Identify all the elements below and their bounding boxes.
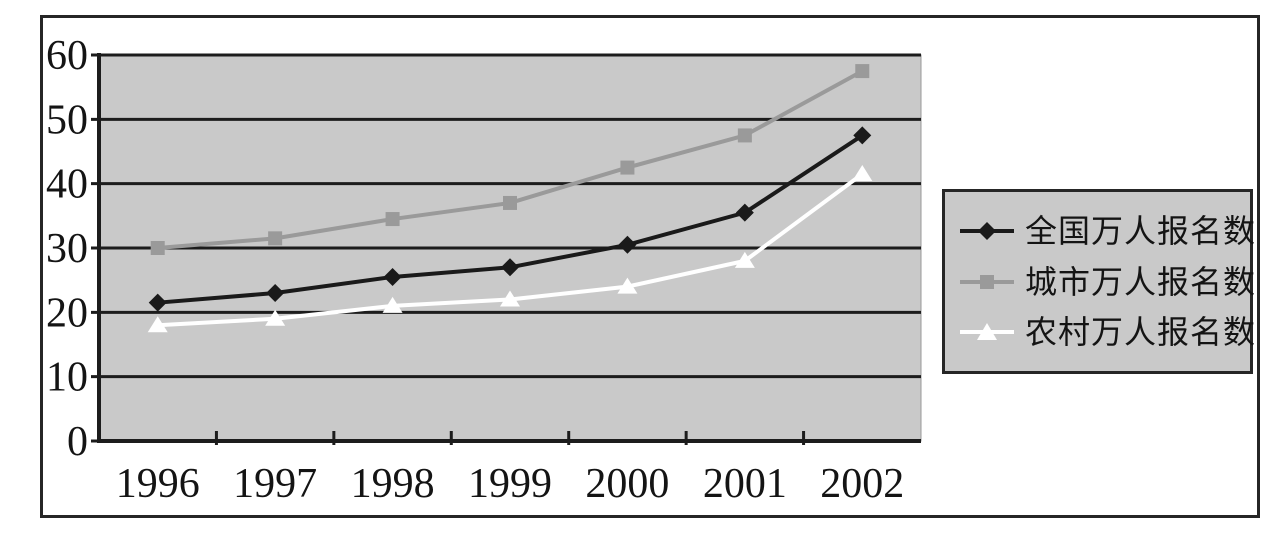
x-axis-label-1999: 1999	[468, 461, 552, 507]
series-1-point-1997	[268, 231, 283, 246]
x-axis-label-1996: 1996	[116, 461, 200, 507]
y-axis-label-40: 40	[46, 162, 88, 208]
series-1-point-1999	[503, 195, 517, 210]
x-axis-label-1998: 1998	[351, 461, 435, 507]
series-1-point-2001	[737, 128, 752, 143]
series-0-point-1997	[266, 284, 285, 303]
x-axis-label-2000: 2000	[585, 461, 669, 507]
legend-item-urban: 城市万人报名数	[945, 266, 1255, 298]
series-2-point-2001	[734, 251, 755, 268]
series-2-point-1998	[382, 296, 403, 313]
y-axis-label-10: 10	[46, 355, 88, 401]
series-0-point-1996	[148, 293, 167, 312]
series-1-point-1996	[150, 241, 165, 255]
y-axis-label-30: 30	[46, 226, 88, 272]
y-axis-label-50: 50	[46, 97, 88, 143]
series-2-point-1999	[500, 290, 520, 307]
legend-item-national: 全国万人报名数	[945, 215, 1255, 247]
chart-legend: 全国万人报名数 城市万人报名数 农村万人报名数	[942, 189, 1255, 374]
y-axis-label-0: 0	[67, 419, 88, 465]
series-0-point-2002	[853, 126, 872, 145]
diamond-marker-icon	[960, 221, 1014, 240]
series-0-point-1998	[383, 267, 402, 286]
legend-label-urban: 城市万人报名数	[1025, 263, 1257, 300]
series-1-point-2002	[855, 64, 870, 79]
series-2-point-1997	[265, 309, 286, 326]
y-axis-label-60: 60	[46, 33, 88, 79]
series-2-point-2000	[617, 277, 638, 294]
legend-label-rural: 农村万人报名数	[1025, 314, 1257, 351]
legend-label-national: 全国万人报名数	[1025, 212, 1257, 249]
x-axis-label-2002: 2002	[820, 461, 904, 507]
legend-item-rural: 农村万人报名数	[945, 316, 1255, 348]
y-axis-label-20: 20	[46, 290, 88, 336]
series-0-point-2000	[618, 235, 637, 254]
series-0-point-2001	[735, 203, 754, 222]
square-marker-icon	[960, 274, 1014, 289]
triangle-marker-icon	[960, 323, 1014, 341]
series-2-point-1996	[147, 316, 168, 333]
x-axis-label-1997: 1997	[233, 461, 317, 507]
series-0-point-1999	[501, 258, 519, 277]
series-1-point-2000	[620, 160, 635, 175]
series-2-point-2002	[852, 165, 873, 182]
series-1-point-1998	[385, 212, 400, 227]
x-axis-label-2001: 2001	[703, 461, 787, 507]
